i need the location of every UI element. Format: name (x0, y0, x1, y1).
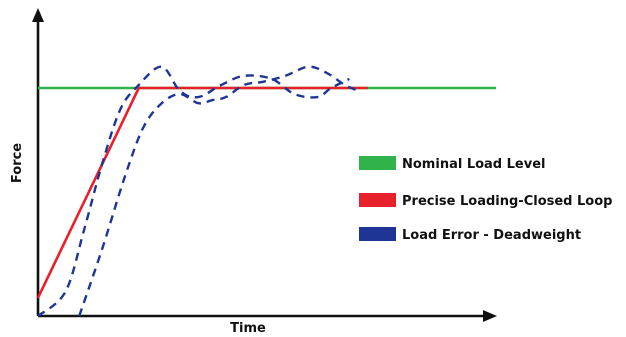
series-line-3 (78, 65, 360, 317)
y-axis-label: Force (10, 143, 25, 183)
legend-swatch-deadweight (359, 227, 396, 241)
axes: Time Force (10, 8, 497, 336)
series-line-1 (36, 86, 368, 299)
series-line-2 (37, 65, 350, 317)
legend-swatch-closed-loop (359, 193, 396, 207)
x-axis-label: Time (230, 321, 266, 336)
legend-label-deadweight: Load Error - Deadweight (402, 228, 581, 243)
legend-label-closed-loop: Precise Loading-Closed Loop (402, 194, 612, 209)
legend-label-nominal: Nominal Load Level (402, 157, 546, 172)
legend: Nominal Load Level Precise Loading-Close… (359, 156, 612, 243)
x-axis-arrow (483, 310, 497, 322)
series-layer (36, 65, 496, 317)
y-axis-arrow (32, 8, 44, 22)
legend-swatch-nominal (359, 156, 396, 170)
